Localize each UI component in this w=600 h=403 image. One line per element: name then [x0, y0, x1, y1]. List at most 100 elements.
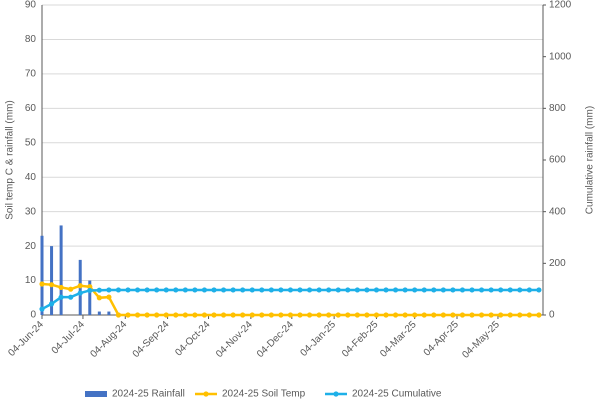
marker	[48, 282, 55, 288]
marker	[297, 312, 303, 318]
legend-swatch	[85, 391, 107, 397]
marker	[192, 287, 198, 293]
marker	[163, 312, 169, 318]
marker	[526, 312, 532, 318]
marker	[440, 312, 446, 318]
marker	[96, 295, 102, 301]
marker	[392, 312, 399, 318]
marker	[106, 294, 112, 300]
marker	[536, 312, 542, 318]
marker	[459, 312, 466, 318]
marker	[240, 287, 246, 293]
y2-tick-label: 0	[549, 310, 555, 321]
marker	[316, 312, 322, 318]
marker	[402, 312, 408, 318]
marker	[134, 287, 141, 293]
x-tick-label: 04-Nov-24	[214, 319, 255, 360]
marker	[459, 287, 466, 293]
marker	[412, 287, 418, 293]
marker	[39, 281, 45, 287]
marker	[278, 287, 284, 293]
bar	[40, 235, 44, 315]
marker	[182, 312, 188, 318]
marker	[230, 287, 236, 293]
marker	[77, 283, 83, 289]
marker	[182, 287, 188, 293]
marker	[421, 287, 427, 293]
x-tick-label: 04-Oct-24	[173, 319, 213, 359]
y2-tick-label: 400	[549, 206, 566, 217]
marker	[421, 312, 427, 318]
marker	[373, 287, 380, 293]
marker	[87, 284, 93, 290]
bar	[107, 311, 111, 315]
marker	[335, 287, 341, 293]
y2-tick-label: 200	[549, 258, 566, 269]
marker	[364, 287, 370, 293]
marker	[259, 312, 265, 318]
marker	[287, 287, 294, 293]
marker	[469, 312, 475, 318]
marker	[536, 287, 542, 293]
marker	[297, 287, 303, 293]
bar	[88, 280, 92, 315]
marker	[345, 312, 351, 318]
bar	[97, 311, 101, 315]
marker	[134, 312, 141, 318]
marker	[77, 290, 83, 296]
marker	[125, 312, 131, 318]
marker	[87, 287, 93, 294]
bar	[50, 246, 54, 315]
legend-label: 2024-25 Soil Temp	[222, 389, 306, 400]
marker	[373, 312, 380, 318]
marker	[354, 287, 360, 293]
marker	[268, 287, 274, 293]
marker	[498, 287, 504, 293]
marker	[326, 287, 332, 293]
legend-label: 2024-25 Cumulative	[352, 389, 442, 400]
marker	[39, 306, 45, 312]
marker	[450, 287, 456, 293]
marker	[144, 287, 150, 293]
marker	[249, 312, 255, 318]
marker	[201, 312, 208, 318]
x-tick-label: 04-Aug-24	[88, 319, 129, 360]
marker	[507, 287, 513, 293]
legend-label: 2024-25 Rainfall	[112, 389, 185, 400]
marker	[68, 286, 74, 292]
marker	[163, 287, 169, 293]
y-tick-label: 50	[25, 137, 37, 148]
marker	[115, 287, 122, 293]
x-tick-label: 04-Apr-25	[422, 319, 462, 359]
marker	[125, 287, 131, 293]
legend-marker	[203, 391, 209, 397]
marker	[316, 287, 322, 293]
marker	[192, 312, 198, 318]
x-tick-label: 04-Jan-25	[299, 319, 339, 359]
marker	[440, 287, 446, 293]
line	[41, 288, 539, 311]
y2-tick-label: 800	[549, 103, 566, 114]
marker	[230, 312, 236, 318]
y-tick-label: 60	[25, 103, 37, 114]
marker	[201, 287, 208, 293]
x-tick-label: 04-Sep-24	[131, 319, 172, 360]
y2-tick-label: 1200	[549, 0, 572, 11]
marker	[240, 312, 246, 318]
marker	[249, 287, 255, 293]
marker	[106, 287, 112, 293]
marker	[287, 312, 294, 318]
y-tick-label: 20	[25, 241, 37, 252]
y-tick-label: 0	[30, 310, 36, 321]
marker	[488, 287, 494, 293]
marker	[402, 287, 408, 293]
x-tick-label: 04-May-25	[460, 319, 502, 361]
y-tick-label: 80	[25, 34, 37, 45]
marker	[498, 312, 504, 318]
y2-tick-label: 1000	[549, 51, 572, 62]
marker	[211, 287, 217, 293]
marker	[68, 294, 74, 300]
marker	[48, 301, 55, 307]
y-axis-title: Soil temp C & rainfall (mm)	[5, 100, 16, 219]
